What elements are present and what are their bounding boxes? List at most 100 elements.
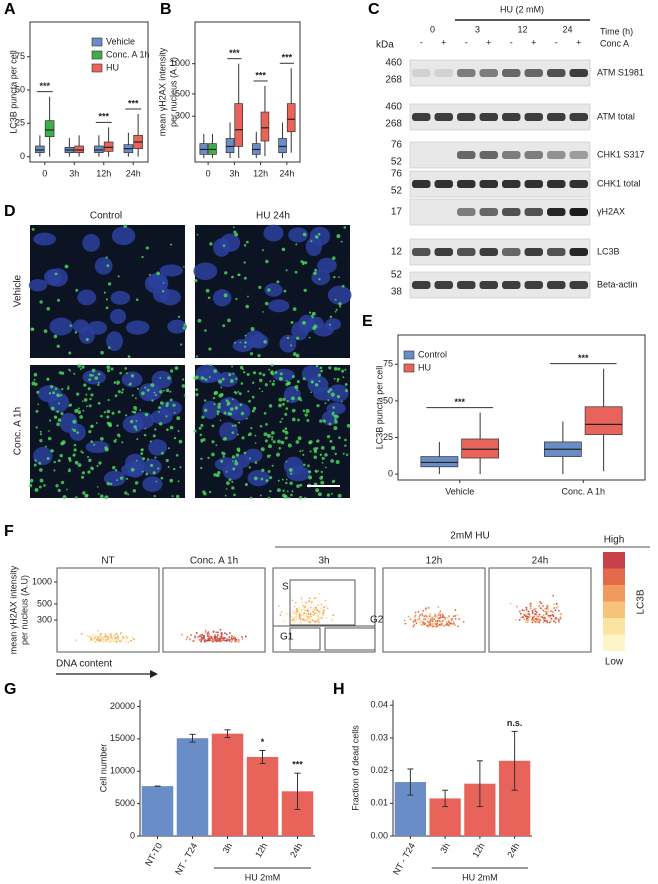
puncta: [279, 376, 283, 381]
flow-event: [225, 633, 228, 636]
blot-band: [524, 69, 543, 77]
puncta: [269, 371, 273, 375]
flow-event: [319, 612, 321, 615]
puncta: [180, 343, 183, 346]
puncta: [340, 240, 343, 243]
flow-event: [226, 639, 228, 642]
flow-event: [199, 634, 202, 637]
flow-event: [304, 609, 307, 612]
flow-event: [197, 636, 200, 638]
puncta: [121, 388, 125, 391]
puncta: [31, 227, 35, 231]
puncta: [329, 315, 333, 319]
flow-event: [309, 606, 312, 609]
flow-event: [300, 614, 303, 616]
flow-event: [308, 617, 311, 620]
puncta: [158, 411, 161, 413]
puncta: [324, 453, 328, 457]
flow-event: [437, 619, 439, 622]
flow-event: [535, 614, 538, 617]
legend-swatch: [91, 50, 103, 60]
puncta: [271, 438, 274, 441]
flow-event: [316, 615, 319, 617]
blot-conc: +: [576, 37, 581, 47]
flow-event: [305, 605, 307, 607]
flow-event: [414, 620, 417, 623]
puncta: [133, 405, 137, 410]
flow-event: [454, 617, 457, 620]
y-tick-label: 0.03: [370, 732, 388, 742]
puncta: [232, 226, 235, 229]
nucleus: [148, 439, 168, 456]
flow-event: [216, 634, 219, 636]
puncta: [284, 412, 288, 416]
puncta: [274, 370, 278, 374]
flow-event: [322, 614, 325, 617]
puncta: [302, 232, 307, 237]
significance: ***: [454, 397, 465, 407]
puncta: [132, 489, 137, 493]
puncta: [254, 442, 257, 444]
flow-event: [419, 619, 421, 622]
puncta: [304, 261, 308, 265]
flow-event: [110, 633, 112, 635]
y-axis-label: per nucleus (A.U): [168, 57, 178, 127]
flow-event: [454, 624, 456, 627]
puncta: [313, 449, 318, 454]
flow-event: [295, 618, 298, 620]
flow-event: [538, 601, 541, 604]
flow-event: [445, 620, 448, 623]
puncta: [340, 400, 343, 403]
flow-event: [509, 602, 512, 605]
puncta: [249, 352, 254, 356]
blot-band: [547, 151, 566, 159]
puncta: [320, 369, 323, 373]
puncta: [246, 240, 249, 244]
x-tick-label: 24h: [279, 168, 294, 178]
puncta: [37, 403, 40, 406]
flow-event: [124, 638, 127, 640]
y-tick-label: 0.00: [370, 830, 388, 840]
puncta: [292, 417, 296, 422]
flow-event: [194, 635, 196, 638]
y-axis-label: mean γH2AX intensity: [157, 47, 167, 136]
flow-event: [529, 607, 532, 610]
puncta: [253, 476, 258, 481]
puncta: [341, 369, 345, 373]
flow-event: [413, 624, 416, 626]
puncta: [75, 496, 78, 499]
puncta: [39, 438, 43, 443]
puncta: [155, 480, 158, 483]
flow-event: [414, 616, 416, 618]
panel-label: C: [368, 1, 380, 18]
flow-event: [537, 605, 540, 608]
puncta: [250, 327, 255, 331]
puncta: [331, 413, 334, 416]
flow-event: [310, 614, 313, 617]
puncta: [337, 493, 342, 498]
puncta: [319, 366, 323, 370]
flow-event: [300, 601, 303, 604]
puncta: [301, 449, 304, 452]
puncta: [313, 324, 318, 329]
flow-event: [523, 609, 525, 612]
puncta: [115, 438, 117, 441]
nucleus: [249, 333, 269, 349]
puncta: [97, 383, 100, 387]
puncta: [39, 430, 42, 433]
puncta: [294, 385, 299, 390]
flow-event: [433, 625, 436, 628]
puncta: [258, 372, 262, 375]
puncta: [97, 401, 101, 405]
flow-event: [228, 636, 231, 639]
puncta: [228, 478, 232, 482]
puncta: [285, 382, 289, 387]
puncta: [296, 389, 298, 392]
puncta: [219, 419, 222, 422]
puncta: [144, 386, 147, 389]
blot-band: [412, 180, 431, 188]
nucleus: [193, 262, 218, 280]
flow-event: [317, 604, 320, 606]
flow-event: [211, 639, 213, 642]
puncta: [285, 481, 288, 485]
